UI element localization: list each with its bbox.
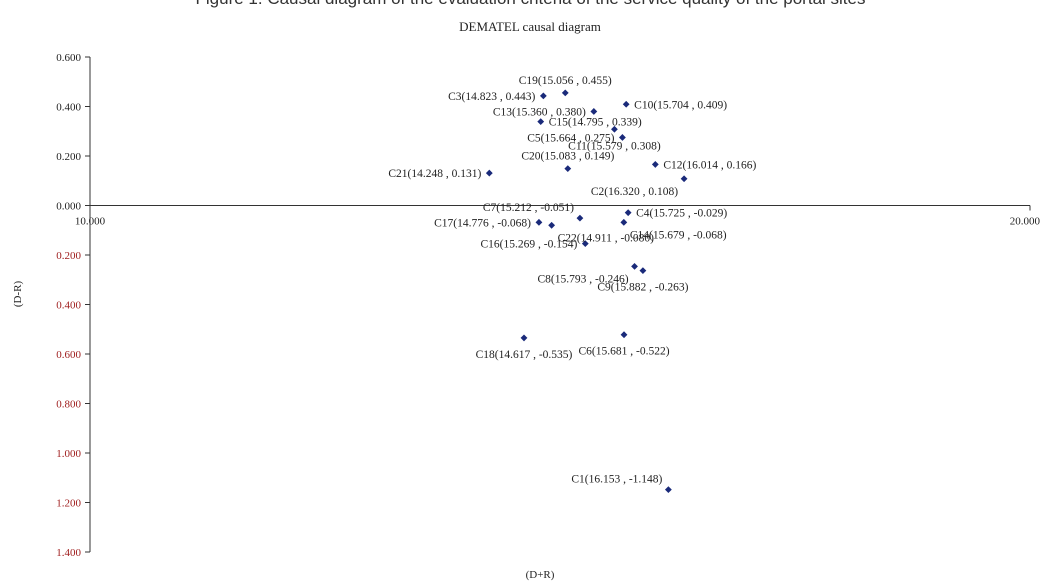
data-point-label: C19(15.056 , 0.455): [519, 75, 612, 87]
data-point-label: C11(15.579 , 0.308): [568, 140, 661, 152]
data-point-label: C4(15.725 , -0.029): [636, 208, 727, 220]
data-point-marker: [611, 125, 618, 133]
y-tick-label: 0.400: [56, 300, 81, 312]
y-tick-label: 0.400: [56, 102, 81, 114]
data-point-marker: [619, 134, 626, 141]
data-point-marker: [576, 214, 584, 222]
data-point-marker: [539, 92, 547, 100]
data-point-label: C10(15.704 , 0.409): [634, 99, 727, 111]
y-tick-label: 0.800: [56, 399, 81, 411]
data-point-marker: [561, 89, 569, 97]
y-tick-label: 0.000: [56, 201, 81, 213]
data-point-label: C21(14.248 , 0.131): [388, 168, 481, 180]
data-point-marker: [622, 100, 630, 108]
data-point-label: C17(14.776 , -0.068): [434, 217, 531, 229]
data-point-label: C22(14.911 , -0.080): [558, 232, 655, 244]
data-point-marker: [680, 175, 688, 183]
data-point-label: C12(16.014 , 0.166): [663, 159, 756, 171]
data-point-label: C1(16.153 , -1.148): [571, 474, 662, 486]
y-tick-label: 0.200: [56, 151, 81, 163]
data-point-label: C6(15.681 , -0.522): [578, 346, 669, 358]
data-point-marker: [485, 169, 493, 177]
chart-title: DEMATEL causal diagram: [459, 19, 601, 34]
data-point-label: C16(15.269 , -0.154): [480, 239, 577, 251]
data-point-label: C15(14.795 , 0.339): [549, 117, 642, 129]
data-point-label: C2(16.320 , 0.108): [591, 186, 678, 198]
y-tick-label: 1.000: [56, 448, 81, 460]
data-point-marker: [548, 221, 556, 229]
y-tick-label: 0.600: [56, 349, 81, 361]
data-point-marker: [581, 240, 589, 248]
y-tick-label: 0.200: [56, 250, 81, 262]
data-point-marker: [620, 331, 628, 339]
data-point-label: C8(15.793 , -0.246): [537, 273, 628, 285]
data-points: C1(16.153 , -1.148) C2(16.320 , 0.108) C3(…: [388, 75, 756, 494]
figure-caption: Figure 1. Causal diagram of the evaluati…: [0, 0, 1061, 9]
data-point-label: C14(15.679 , -0.068): [630, 229, 727, 241]
x-tick-label: 10.000: [75, 216, 106, 228]
data-point-label: C5(15.664 , 0.275): [527, 132, 614, 144]
data-point-marker: [537, 118, 545, 125]
data-point-label: C3(14.823 , 0.443): [448, 91, 535, 103]
data-point-label: C18(14.617 , -0.535): [476, 349, 573, 361]
y-axis-label: (D-R): [12, 281, 24, 308]
y-tick-label: 1.200: [56, 498, 81, 510]
x-axis-label: (D+R): [526, 569, 555, 581]
y-tick-label: 0.600: [56, 52, 81, 64]
data-point-marker: [624, 209, 632, 217]
data-point-marker: [620, 218, 628, 226]
data-point-label: C7(15.212 , -0.051): [483, 202, 574, 214]
data-point-label: C20(15.083 , 0.149): [521, 151, 614, 163]
data-point-label: C9(15.882 , -0.263): [597, 282, 688, 294]
y-tick-label: 1.400: [56, 547, 81, 559]
data-point-marker: [535, 218, 543, 226]
data-point-label: C13(15.360 , 0.380): [493, 106, 586, 118]
data-point-marker: [631, 262, 638, 270]
data-point-marker: [520, 334, 528, 342]
data-point-marker: [564, 165, 572, 173]
x-tick-label: 20.000: [1010, 216, 1041, 228]
data-point-marker: [664, 486, 672, 494]
data-point-marker: [590, 108, 598, 115]
data-point-marker: [639, 267, 647, 274]
data-point-marker: [651, 161, 659, 168]
axes: 0.600 0.400 0.200 0.000 0.200 0.400 0.600 0.800…: [56, 52, 1040, 559]
